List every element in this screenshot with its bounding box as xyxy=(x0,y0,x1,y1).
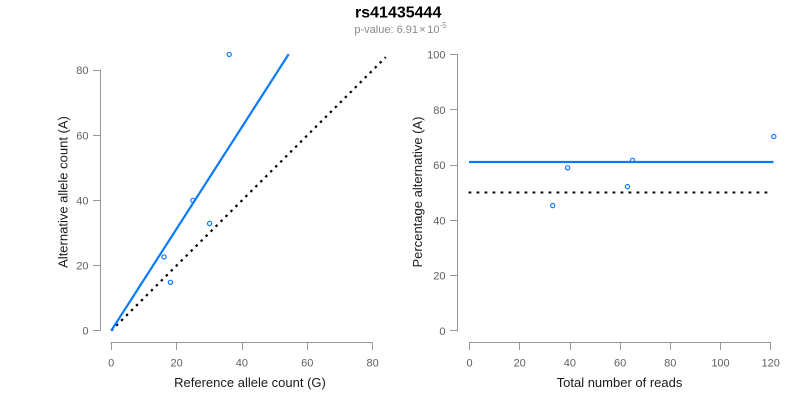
svg-text:20: 20 xyxy=(514,357,526,369)
svg-text:Percentage alternative (A): Percentage alternative (A) xyxy=(410,116,425,267)
svg-text:20: 20 xyxy=(170,357,182,369)
svg-text:80: 80 xyxy=(76,65,88,77)
svg-text:60: 60 xyxy=(301,357,313,369)
svg-text:20: 20 xyxy=(433,271,445,283)
svg-text:40: 40 xyxy=(76,196,88,208)
svg-text:Reference allele count (G): Reference allele count (G) xyxy=(174,375,326,390)
svg-text:20: 20 xyxy=(76,261,88,273)
svg-text:80: 80 xyxy=(366,357,378,369)
svg-text:100: 100 xyxy=(427,49,445,61)
svg-text:p-value: 6.91×10-5: p-value: 6.91× 10-5 xyxy=(354,21,447,36)
svg-text:60: 60 xyxy=(76,130,88,142)
svg-text:40: 40 xyxy=(564,357,576,369)
svg-text:0: 0 xyxy=(82,326,88,338)
svg-text:60: 60 xyxy=(433,160,445,172)
svg-text:Alternative allele count (A): Alternative allele count (A) xyxy=(55,116,70,268)
svg-text:40: 40 xyxy=(236,357,248,369)
svg-text:80: 80 xyxy=(433,105,445,117)
svg-text:0: 0 xyxy=(466,357,472,369)
svg-text:60: 60 xyxy=(614,357,626,369)
svg-text:rs41435444: rs41435444 xyxy=(355,5,441,22)
svg-text:0: 0 xyxy=(108,357,114,369)
svg-text:120: 120 xyxy=(762,357,780,369)
svg-text:100: 100 xyxy=(711,357,729,369)
svg-text:Total number of reads: Total number of reads xyxy=(557,375,683,390)
svg-text:80: 80 xyxy=(664,357,676,369)
svg-text:40: 40 xyxy=(433,215,445,227)
svg-text:0: 0 xyxy=(439,326,445,338)
